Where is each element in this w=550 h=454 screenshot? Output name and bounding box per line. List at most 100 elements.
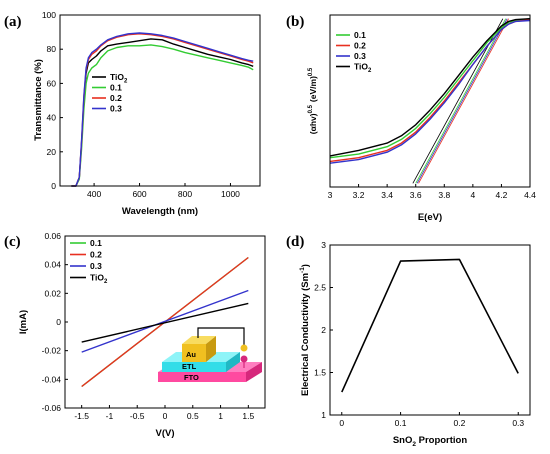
device-inset: Au ETL FTO <box>158 327 262 382</box>
chart-a: 400 600 800 1000 0 20 40 60 80 100 Wavelength (nm… <box>33 10 261 217</box>
chart-c-xtick-label: 0 <box>163 411 168 421</box>
chart-a-legend-label: 0.3 <box>110 104 122 114</box>
chart-b-xtick-label: 4.4 <box>524 190 536 200</box>
chart-c-ytick-label: -0.06 <box>42 403 62 413</box>
chart-b-xtick-label: 3.6 <box>410 190 422 200</box>
chart-b-series-1 <box>329 18 531 159</box>
chart-d-xtick-label: 0.2 <box>453 418 465 428</box>
inset-wire <box>197 327 245 346</box>
chart-b-ylabel: (αhv)0.5(eV/m)0.5 <box>308 67 318 134</box>
inset-probe-top <box>240 344 248 352</box>
chart-b-xlabel: E(eV) <box>418 212 442 223</box>
chart-c-ytick-label: 0.04 <box>44 260 61 270</box>
chart-b-ylabel-part1: (α <box>308 125 318 134</box>
chart-b-ylabel-part2: hv) <box>308 113 318 126</box>
chart-d-marks <box>341 258 519 393</box>
chart-d-xtick-label: 0.1 <box>395 418 407 428</box>
chart-b-tangent-line <box>415 18 507 184</box>
chart-b-legend-label: 0.1 <box>354 30 366 40</box>
chart-a-series-2 <box>71 44 254 187</box>
chart-b-xtick-label: 3.2 <box>353 190 365 200</box>
chart-d-series-1 <box>341 258 519 393</box>
chart-b-legend-text: TiO <box>354 62 368 72</box>
panel-a-label: (a) <box>4 14 22 30</box>
chart-a-ticks: 400 600 800 1000 0 20 40 60 80 100 <box>42 10 240 199</box>
chart-a-legend-label: 0.1 <box>110 83 122 93</box>
chart-d-frame <box>329 244 531 416</box>
chart-b-xtick-label: 3.8 <box>438 190 450 200</box>
chart-b-ticks: 3 3.2 3.4 3.6 3.8 4 4.2 4.4 <box>328 184 536 200</box>
chart-c-ticks: -1.5 -1 -0.5 0 0.5 1 1.5 -0.06 -0.04 -0.02 0 0.02 0.… <box>42 231 255 421</box>
chart-c-legend: 0.1 0.20.3 TiO2 <box>70 238 108 285</box>
chart-c-legend-subscript: 2 <box>104 279 108 285</box>
chart-c-xtick-label: 1 <box>218 411 223 421</box>
chart-d-ticks: 0 0.1 0.2 0.3 1 1.5 2 2.5 3 <box>314 240 524 428</box>
chart-c-ytick-label: 0.02 <box>44 288 61 298</box>
chart-c-legend-label: 0.3 <box>90 261 102 271</box>
chart-d-xtick-label: 0 <box>339 418 344 428</box>
chart-d: 0 0.1 0.2 0.311.522.53 SnO2 Proportion Elec… <box>299 240 531 448</box>
chart-d-xlabel-sub: 2 <box>412 441 416 448</box>
chart-b-legend-label: 0.2 <box>354 41 366 51</box>
chart-d-ytick-label: 3 <box>321 240 326 250</box>
chart-c-ytick-label: 0 <box>56 317 61 327</box>
chart-a-legend-label: TiO2 <box>110 72 128 85</box>
chart-c-ytick-label: -0.04 <box>42 374 62 384</box>
chart-c-legend-text: TiO <box>90 273 104 283</box>
chart-c-xtick-label: -0.5 <box>130 411 145 421</box>
chart-d-ytick-label: 1.5 <box>314 368 326 378</box>
chart-a-xlabel: Wavelength (nm) <box>122 206 198 217</box>
chart-d-ylabel-part2: ) <box>300 264 311 267</box>
chart-b-legend-text: 0.2 <box>354 41 366 51</box>
chart-a-ytick-label: 20 <box>47 147 57 157</box>
chart-c-xtick-label: 0.5 <box>187 411 199 421</box>
chart-b: 3 3.2 3.4 3.6 3.8 4 4.2 4.4 E(eV) (αhv)0.5(eV/m… <box>308 14 536 223</box>
chart-b-tangent-line <box>418 18 509 184</box>
chart-c-ylabel: I(mA) <box>18 310 29 334</box>
chart-a-series-4 <box>71 32 254 187</box>
chart-a-legend-label: 0.2 <box>110 93 122 103</box>
chart-b-legend-subscript: 2 <box>368 68 372 74</box>
chart-d-ylabel-part1: Electrical Conductivity (Sm <box>300 273 311 396</box>
inset-etl-side <box>226 352 240 372</box>
chart-a-series-3 <box>71 33 254 187</box>
chart-a-ytick-label: 40 <box>47 113 57 123</box>
chart-b-legend-label: 0.3 <box>354 51 366 61</box>
chart-c-legend-text: 0.1 <box>90 238 102 248</box>
chart-b-xtick-label: 4 <box>470 190 475 200</box>
chart-d-xlabel-part1: SnO <box>393 435 413 446</box>
chart-a-legend-text: 0.2 <box>110 93 122 103</box>
chart-a-legend-text: 0.1 <box>110 83 122 93</box>
chart-c-series-4 <box>81 302 249 343</box>
chart-b-xtick-label: 3 <box>328 190 333 200</box>
chart-c-series-3 <box>81 289 249 353</box>
chart-c-marks <box>81 256 249 388</box>
chart-b-series-3 <box>329 19 531 164</box>
chart-d-ylabel-sup: -1 <box>299 267 306 273</box>
chart-a-frame <box>59 14 261 187</box>
chart-c-legend-text: 0.2 <box>90 250 102 260</box>
chart-c-ytick-label: 0.06 <box>44 231 61 241</box>
chart-b-legend-label: TiO2 <box>354 62 372 75</box>
chart-b-xtick-label: 3.4 <box>381 190 393 200</box>
chart-b-legend-text: 0.3 <box>354 51 366 61</box>
chart-a-xtick-label: 1000 <box>221 189 240 199</box>
chart-c-ytick-label: -0.02 <box>42 346 62 356</box>
inset-label-au: Au <box>186 350 196 359</box>
chart-a-legend-subscript: 2 <box>124 79 128 85</box>
inset-label-etl: ETL <box>182 362 197 371</box>
chart-c-xtick-label: -1.5 <box>74 411 89 421</box>
inset-au-side <box>206 336 216 362</box>
chart-a-xtick-label: 400 <box>87 189 101 199</box>
chart-d-ytick-label: 2 <box>321 325 326 335</box>
inset-au-front <box>182 344 206 362</box>
chart-a-ytick-label: 0 <box>51 181 56 191</box>
chart-b-tangent-line <box>416 18 508 184</box>
chart-d-ylabel: Electrical Conductivity (Sm-1) <box>299 264 311 396</box>
inset-etl-front <box>162 362 226 372</box>
chart-d-ytick-label: 1 <box>321 410 326 420</box>
chart-b-ylabel-part3: (eV/m) <box>308 76 318 102</box>
chart-a-legend-text: 0.3 <box>110 104 122 114</box>
panel-b-label: (b) <box>286 14 304 30</box>
